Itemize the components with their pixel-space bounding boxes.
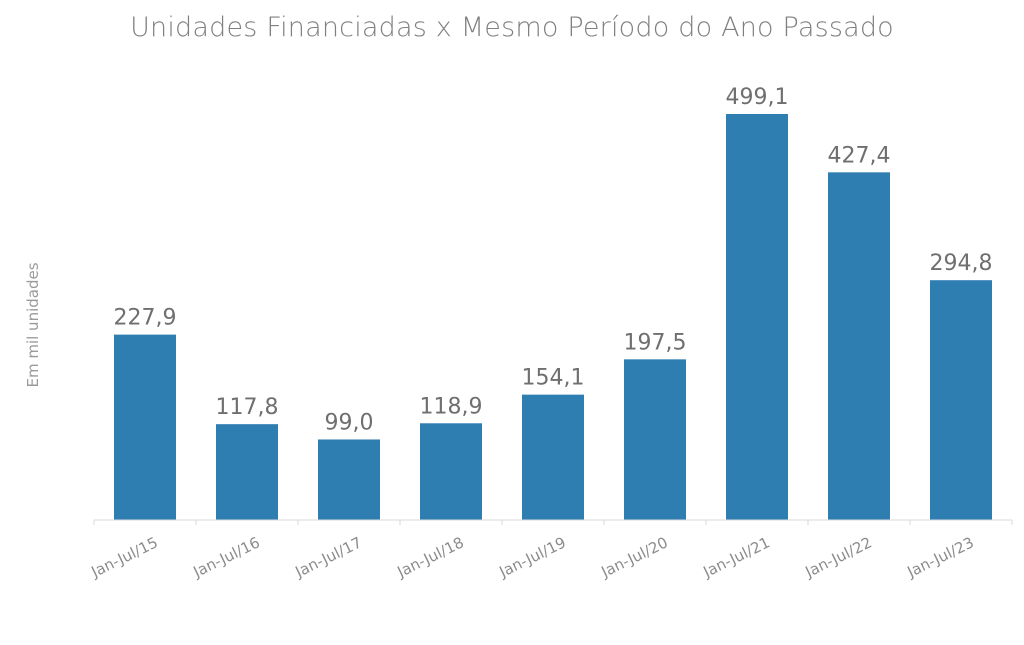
bar (522, 394, 584, 520)
bar (930, 280, 992, 520)
bar (114, 334, 176, 520)
x-tick-label: Jan-Jul/15 (88, 533, 161, 581)
x-axis (93, 519, 1013, 525)
bar (216, 424, 278, 520)
x-tick-label: Jan-Jul/19 (496, 533, 569, 581)
x-tick-label: Jan-Jul/23 (904, 533, 977, 581)
data-label: 427,4 (828, 143, 891, 168)
y-axis-label: Em mil unidades (24, 262, 42, 387)
bar (828, 172, 890, 520)
data-label: 154,1 (522, 366, 585, 391)
data-label: 117,8 (216, 395, 279, 420)
x-tick-label: Jan-Jul/22 (802, 533, 875, 581)
x-tick-label: Jan-Jul/21 (700, 533, 773, 581)
bars-layer (114, 114, 992, 520)
data-label: 99,0 (325, 410, 374, 435)
x-tick-label: Jan-Jul/20 (598, 533, 671, 581)
data-label: 499,1 (726, 85, 789, 110)
data-label: 227,9 (114, 306, 177, 331)
x-tick-label: Jan-Jul/18 (394, 533, 467, 581)
tick-labels-layer: Jan-Jul/15 Jan-Jul/16 Jan-Jul/17 Jan-Jul/18… (88, 533, 977, 581)
x-tick-label: Jan-Jul/17 (292, 533, 365, 581)
bar (624, 359, 686, 520)
data-labels-layer: 227,9 117,8 99,0 118,9 154,1 197,5 499,1 427,4 2… (114, 85, 993, 435)
bar (318, 439, 380, 520)
chart-title: Unidades Financiadas x Mesmo Período do … (130, 12, 894, 43)
data-label: 118,9 (420, 394, 483, 419)
bar (420, 423, 482, 520)
bar (726, 114, 788, 520)
data-label: 197,5 (624, 330, 687, 355)
data-label: 294,8 (930, 251, 993, 276)
x-tick-label: Jan-Jul/16 (190, 533, 263, 581)
